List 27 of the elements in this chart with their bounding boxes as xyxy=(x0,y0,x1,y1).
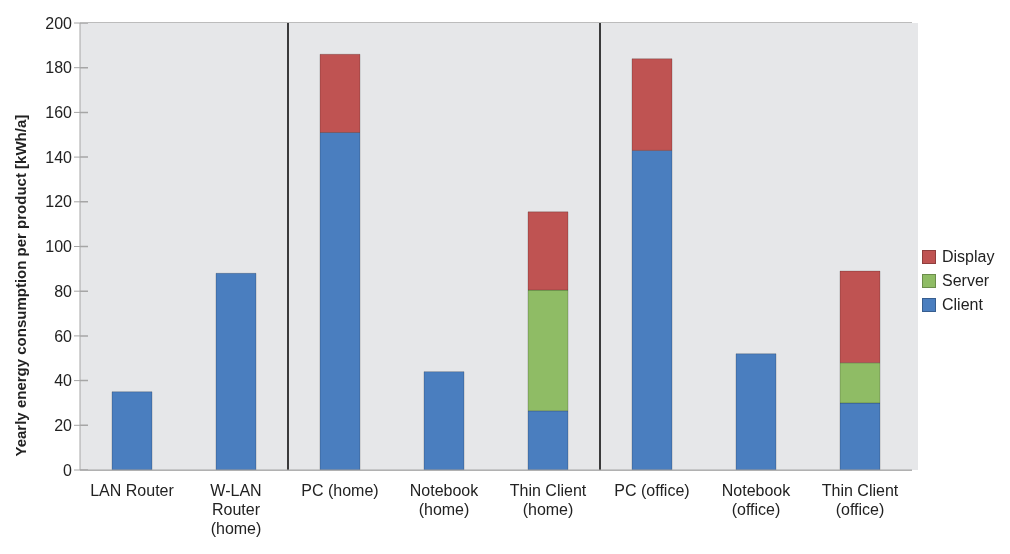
x-tick-label: Thin Client (home) xyxy=(509,482,587,518)
y-axis-title: Yearly energy consumption per product [kWh/a] xyxy=(12,114,30,457)
bar xyxy=(111,391,153,470)
y-tick-label: 80 xyxy=(54,282,73,300)
bar xyxy=(423,371,465,470)
y-tick-label: 120 xyxy=(45,193,73,211)
x-tick-label: PC (office) xyxy=(614,482,690,499)
y-tick-label: 0 xyxy=(63,461,73,479)
y-tick-label: 200 xyxy=(45,14,73,32)
y-tick-label: 160 xyxy=(45,104,73,122)
x-tick-label: PC (home) xyxy=(301,482,379,499)
x-tick-label: Thin Client (office) xyxy=(821,482,899,518)
x-tick-label: LAN Router xyxy=(90,482,175,499)
x-tick-label: Notebook (office) xyxy=(721,482,792,518)
y-tick-label: 100 xyxy=(45,238,73,256)
bar xyxy=(735,353,777,470)
y-tick-label: 20 xyxy=(54,416,73,434)
legend-label: Server xyxy=(942,272,990,290)
x-tick-label: Notebook (home) xyxy=(409,482,480,518)
x-tick-label: W-LAN Router (home) xyxy=(210,482,262,537)
legend-label: Display xyxy=(942,248,995,266)
y-tick-label: 140 xyxy=(45,148,73,166)
y-tick-label: 180 xyxy=(45,59,73,77)
legend-label: Client xyxy=(942,296,983,314)
y-tick-label: 60 xyxy=(54,327,73,345)
bar xyxy=(215,272,257,470)
y-tick-label: 40 xyxy=(54,372,73,390)
